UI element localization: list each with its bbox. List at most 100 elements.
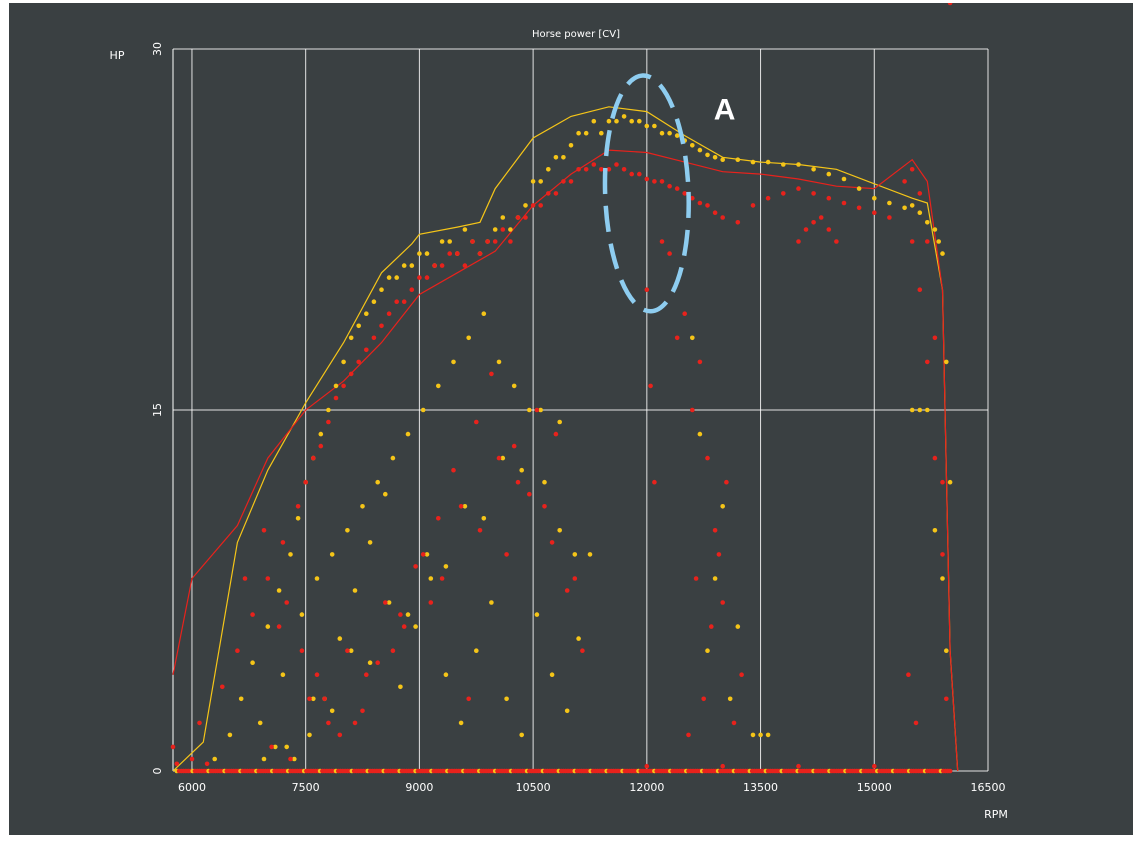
scatter-point (432, 263, 437, 268)
scatter-point (621, 114, 627, 119)
scatter-point (682, 191, 687, 196)
scatter-point (500, 455, 506, 461)
scatter-point (375, 660, 381, 665)
scatter-point (701, 696, 706, 702)
scatter-point (462, 227, 468, 232)
scatter-point (709, 624, 714, 629)
scatter-point (826, 227, 832, 232)
scatter-point (474, 648, 479, 653)
scatter-point (697, 359, 703, 365)
scatter-point (909, 239, 915, 244)
scatter-point (337, 732, 343, 738)
scatter-point (667, 183, 672, 189)
scatter-point (682, 311, 687, 317)
scatter-point (348, 335, 354, 341)
scatter-point (250, 612, 255, 617)
scatter-point (466, 335, 472, 341)
scatter-point (428, 600, 434, 605)
scatter-point (405, 431, 411, 437)
scatter-point (352, 588, 358, 593)
scatter-point (834, 239, 839, 244)
scatter-point (451, 359, 456, 365)
scatter-point (458, 720, 464, 726)
scatter-point (909, 407, 915, 413)
scatter-point (212, 756, 217, 762)
scatter-point (489, 371, 494, 377)
scatter-point (314, 672, 320, 677)
scatter-point (534, 407, 540, 413)
scatter-point (303, 479, 309, 485)
scatter-point (659, 239, 665, 244)
scatter-point (909, 167, 915, 172)
scatter-point (261, 756, 267, 762)
scatter-point (508, 239, 513, 244)
scatter-point (637, 118, 642, 124)
scatter-point (659, 179, 665, 184)
grid (172, 48, 989, 772)
scatter-point (538, 203, 543, 208)
scatter-point (872, 763, 877, 769)
scatter-point (367, 540, 373, 545)
scatter-point (341, 383, 346, 389)
scatter-point (553, 191, 559, 196)
scatter-point (599, 167, 604, 172)
scatter-point (583, 167, 589, 172)
scatter-point (295, 504, 301, 509)
scatter-point (417, 251, 422, 256)
scatter-point (940, 479, 945, 485)
scatter-point (439, 263, 445, 268)
scatter-point (477, 251, 483, 256)
scatter-point (606, 167, 612, 172)
scatter-point (826, 171, 832, 177)
scatter-point (712, 210, 718, 215)
tick-labels: 6000 7500 9000 10500 12000 13500 15000 16500 0 15… (151, 42, 1006, 794)
scatter-point (318, 431, 324, 437)
scatter-point (621, 167, 627, 172)
scatter-point (284, 600, 290, 605)
scatter-point (720, 600, 725, 605)
scatter-point (637, 171, 642, 177)
scatter-point (534, 612, 540, 617)
scatter-point (735, 157, 741, 162)
scatter-point (936, 239, 941, 244)
scatter-point (398, 612, 403, 617)
scatter-point (333, 383, 339, 389)
scatter-point (925, 220, 930, 225)
scatter-point (568, 143, 574, 148)
scatter-point (731, 720, 737, 726)
scatter-point (417, 275, 422, 280)
chart-panel: 6000 7500 9000 10500 12000 13500 15000 16500 0 15… (9, 3, 1133, 835)
y-tick-label: 0 (151, 768, 164, 775)
scatter-point (455, 251, 460, 256)
scatter-point (716, 552, 722, 557)
scatter-point (686, 732, 691, 738)
scatter-point (527, 491, 532, 497)
scatter-point (712, 576, 718, 581)
scatter-point (583, 130, 589, 136)
scatter-point (940, 552, 945, 557)
scatter-point (530, 203, 536, 208)
x-tick-label: 13500 (743, 781, 778, 794)
scatter-point (841, 200, 847, 206)
scatter-point (758, 732, 763, 738)
scatter-point (750, 159, 756, 165)
scatter-point (648, 383, 653, 389)
scatter-point (257, 720, 263, 726)
scatter-point (386, 311, 392, 317)
scatter-point (238, 696, 244, 702)
scatter-point (394, 275, 400, 280)
scatter-point (576, 167, 581, 172)
scatter-point (765, 732, 771, 738)
scatter-point (379, 323, 384, 329)
scatter-point (511, 443, 517, 449)
scatter-point (288, 552, 293, 557)
scatter-point (367, 660, 373, 665)
scatter-point (424, 552, 430, 557)
scatter-point (348, 371, 354, 377)
scatter-point (796, 186, 801, 191)
x-tick-label: 10500 (516, 781, 551, 794)
scatter-point (280, 540, 286, 545)
scatter-point (720, 215, 725, 220)
scatter-point (667, 251, 672, 256)
chart-title: Horse power [CV] (532, 29, 620, 40)
